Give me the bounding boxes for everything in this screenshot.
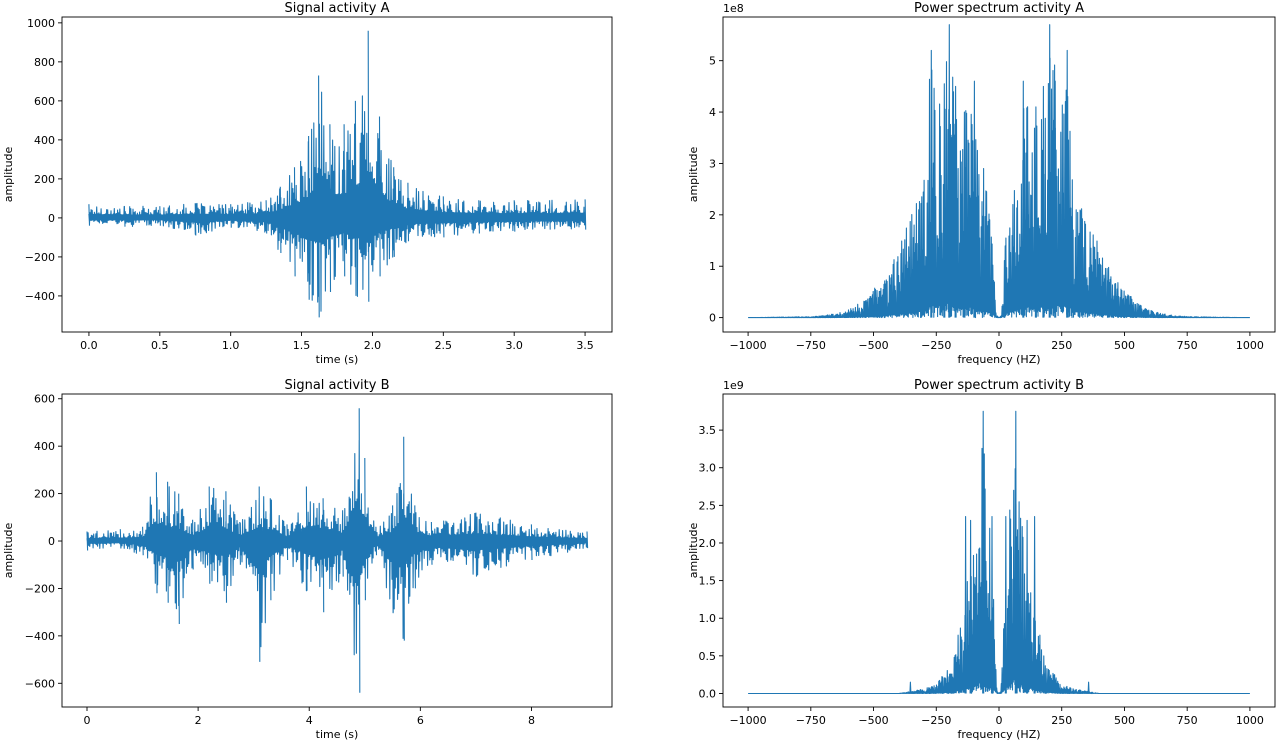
y-tick-label: 2.0 bbox=[699, 537, 717, 550]
y-tick-label: 1 bbox=[709, 260, 716, 273]
y-tick-label: 800 bbox=[34, 56, 55, 69]
axis-exponent-label: 1e8 bbox=[723, 2, 744, 15]
axes-frame bbox=[722, 393, 1276, 708]
x-tick-label: 1000 bbox=[1236, 339, 1264, 352]
chart-signal-b: 0 2 4 6 8 −600 −400 −200 0 200 400 600 Signal activi… bbox=[2, 378, 613, 741]
x-tick-label: 6 bbox=[417, 714, 424, 727]
chart-title: Signal activity B bbox=[284, 378, 389, 393]
series-line bbox=[88, 30, 587, 318]
y-axis-label: amplitude bbox=[2, 146, 15, 202]
x-tick-label: 0.0 bbox=[80, 339, 98, 352]
x-tick-label: 1.5 bbox=[293, 339, 311, 352]
series-line bbox=[747, 410, 1251, 695]
y-tick-label: −200 bbox=[25, 251, 55, 264]
y-tick-label: 0.5 bbox=[699, 650, 717, 663]
chart-signal-a: 0.0 0.5 1.0 1.5 2.0 2.5 3.0 3.5 −400 −200 0 200 400 6… bbox=[2, 1, 613, 366]
chart-title: Power spectrum activity A bbox=[914, 1, 1084, 16]
y-tick-label: 1.5 bbox=[699, 575, 717, 588]
x-axis-label: frequency (HZ) bbox=[957, 353, 1040, 366]
y-tick-label: 2.5 bbox=[699, 499, 717, 512]
y-axis-label: amplitude bbox=[687, 522, 700, 578]
y-tick-label: 0 bbox=[48, 535, 55, 548]
x-tick-label: 750 bbox=[1177, 339, 1198, 352]
y-tick-label: 400 bbox=[34, 134, 55, 147]
y-tick-label: 3 bbox=[709, 157, 716, 170]
x-axis-label: time (s) bbox=[316, 728, 359, 741]
x-tick-label: −750 bbox=[796, 714, 826, 727]
x-tick-label: 1000 bbox=[1236, 714, 1264, 727]
x-axis-label: time (s) bbox=[316, 353, 359, 366]
y-tick-label: 1000 bbox=[27, 17, 55, 30]
y-tick-label: −600 bbox=[25, 677, 55, 690]
x-tick-label: −250 bbox=[921, 339, 951, 352]
y-tick-label: 4 bbox=[709, 106, 716, 119]
x-tick-label: 3.0 bbox=[505, 339, 523, 352]
y-tick-label: 0.0 bbox=[699, 687, 717, 700]
x-axis-label: frequency (HZ) bbox=[957, 728, 1040, 741]
y-tick-label: 400 bbox=[34, 440, 55, 453]
y-axis-label: amplitude bbox=[2, 522, 15, 578]
y-tick-label: −400 bbox=[25, 630, 55, 643]
y-tick-label: 200 bbox=[34, 173, 55, 186]
x-tick-label: −750 bbox=[796, 339, 826, 352]
y-tick-label: −200 bbox=[25, 582, 55, 595]
y-axis-label: amplitude bbox=[687, 146, 700, 202]
y-tick-label: 0 bbox=[48, 212, 55, 225]
x-tick-label: 2.5 bbox=[435, 339, 453, 352]
axes-frame bbox=[722, 16, 1276, 333]
y-tick-label: 200 bbox=[34, 488, 55, 501]
chart-title: Signal activity A bbox=[284, 1, 389, 16]
axes-frame bbox=[61, 393, 613, 708]
x-tick-label: 0 bbox=[84, 714, 91, 727]
x-tick-label: −500 bbox=[858, 339, 888, 352]
x-tick-label: 2.0 bbox=[364, 339, 382, 352]
x-tick-label: 500 bbox=[1114, 339, 1135, 352]
y-tick-label: 0 bbox=[709, 312, 716, 325]
x-tick-label: −500 bbox=[858, 714, 888, 727]
x-tick-label: 250 bbox=[1051, 339, 1072, 352]
series-line bbox=[86, 408, 589, 693]
chart-power-b: −1000 −750 −500 −250 0 250 500 750 1000 0.0 0.5 1.0… bbox=[687, 378, 1276, 741]
x-tick-label: 0 bbox=[996, 714, 1003, 727]
y-tick-label: 600 bbox=[34, 393, 55, 406]
x-tick-label: −1000 bbox=[729, 339, 766, 352]
x-tick-label: 3.5 bbox=[576, 339, 594, 352]
chart-power-a: −1000 −750 −500 −250 0 250 500 750 1000 0 1 2 3 4 5 Pow… bbox=[687, 1, 1276, 366]
x-tick-label: 250 bbox=[1051, 714, 1072, 727]
y-tick-label: 1.0 bbox=[699, 612, 717, 625]
x-tick-label: −1000 bbox=[729, 714, 766, 727]
x-tick-label: 0 bbox=[996, 339, 1003, 352]
y-tick-label: 600 bbox=[34, 95, 55, 108]
x-tick-label: 8 bbox=[528, 714, 535, 727]
x-tick-label: 500 bbox=[1114, 714, 1135, 727]
x-tick-label: 2 bbox=[195, 714, 202, 727]
x-tick-label: 1.0 bbox=[222, 339, 240, 352]
y-tick-label: 3.5 bbox=[699, 424, 717, 437]
series-line bbox=[747, 24, 1251, 319]
x-tick-label: 750 bbox=[1177, 714, 1198, 727]
y-tick-label: −400 bbox=[25, 290, 55, 303]
axes-frame bbox=[61, 16, 613, 333]
x-tick-label: 4 bbox=[306, 714, 313, 727]
y-tick-label: 2 bbox=[709, 209, 716, 222]
x-tick-label: −250 bbox=[921, 714, 951, 727]
axis-exponent-label: 1e9 bbox=[723, 379, 744, 392]
y-tick-label: 5 bbox=[709, 55, 716, 68]
y-tick-label: 3.0 bbox=[699, 462, 717, 475]
chart-title: Power spectrum activity B bbox=[914, 378, 1084, 393]
x-tick-label: 0.5 bbox=[151, 339, 169, 352]
